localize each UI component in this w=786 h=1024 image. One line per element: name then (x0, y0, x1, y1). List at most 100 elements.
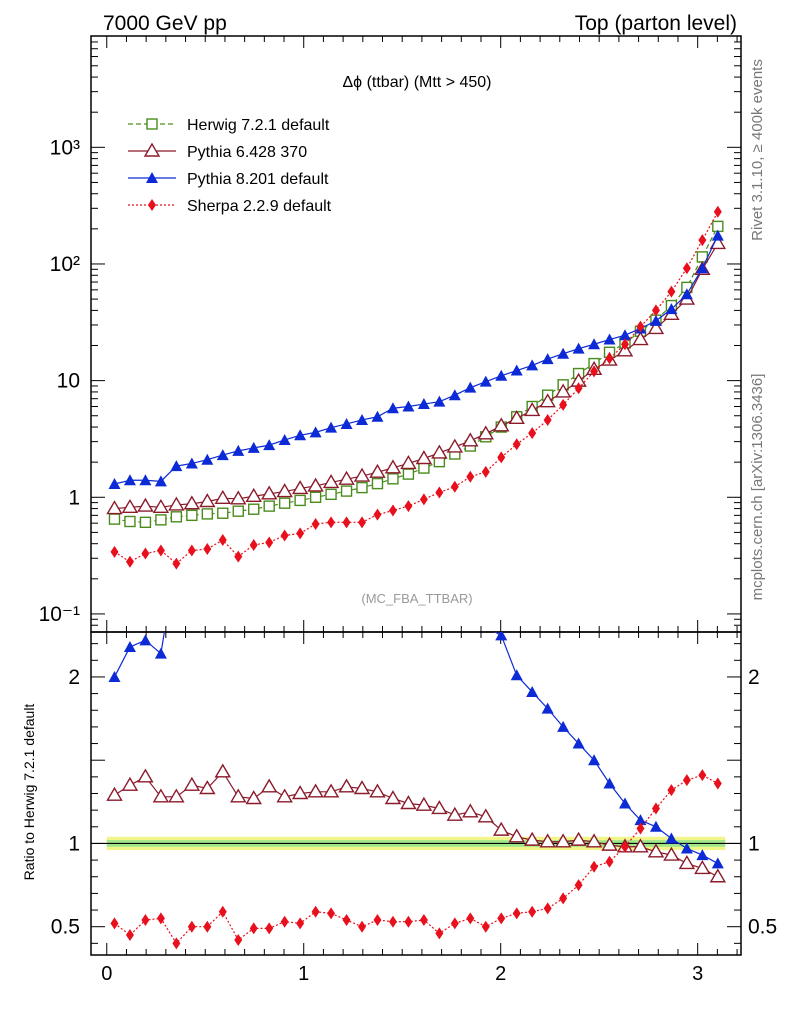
main-series-point-1 (121, 498, 139, 514)
main-series-point-3 (605, 352, 614, 365)
main-series-point-2 (680, 288, 693, 300)
main-series-point-2 (417, 398, 430, 410)
ratio-series-point-2 (156, 912, 165, 925)
main-series-point-1 (554, 383, 572, 398)
main-series-point-3 (125, 555, 134, 568)
x-tick-label: 0 (101, 963, 112, 985)
ratio-series-point-2 (388, 915, 397, 928)
main-series-line-3 (114, 211, 719, 565)
main-series-point-1 (384, 459, 402, 474)
main-series-point-2 (340, 417, 353, 429)
legend-label-0: Herwig 7.2.1 default (187, 117, 330, 134)
ratio-y-tick-label: 0.5 (51, 916, 80, 939)
main-series-point-0 (248, 503, 260, 515)
main-series-point-1 (431, 444, 448, 459)
ratio-series-point-0 (601, 836, 618, 851)
ratio-series-point-0 (554, 833, 572, 848)
main-series-point-1 (400, 455, 417, 470)
ratio-series-point-0 (106, 786, 123, 801)
ratio-series-point-2 (327, 907, 336, 920)
main-series-point-2 (386, 402, 399, 414)
main-series-point-3 (497, 451, 506, 464)
ratio-series-point-0 (678, 855, 696, 870)
ratio-series-point-0 (446, 806, 464, 821)
mcplots-label: mcplots.cern.ch [arXiv:1306.3436] (749, 374, 766, 601)
main-series-point-1 (276, 483, 293, 498)
main-series-point-1 (632, 331, 649, 346)
main-series-point-2 (309, 426, 322, 438)
main-series-point-2 (154, 475, 167, 487)
ratio-series-point-2 (342, 914, 351, 927)
ratio-series-point-0 (523, 831, 541, 846)
ratio-series-point-0 (245, 790, 262, 805)
ratio-series-point-2 (590, 860, 599, 873)
main-series-point-3 (311, 518, 320, 531)
main-panel: 10⁻¹ 1 10 10² 10³ (39, 35, 742, 633)
main-series-point-3 (280, 529, 289, 542)
ratio-y-tick-label: 1 (68, 832, 80, 855)
ratio-series-point-2 (466, 912, 475, 925)
main-series-point-2 (603, 333, 616, 345)
ratio-series-point-2 (621, 840, 630, 853)
main-series-point-2 (665, 303, 678, 315)
main-series-point-1 (260, 485, 278, 500)
main-series-point-1 (214, 489, 231, 505)
ratio-series-point-1 (696, 849, 709, 861)
ratio-series-point-0 (230, 788, 247, 803)
main-series-point-3 (713, 205, 722, 218)
main-series-point-3 (218, 534, 227, 547)
ratio-series-point-0 (493, 821, 510, 836)
ratio-series-point-2 (296, 917, 305, 930)
ratio-series-point-2 (512, 907, 521, 920)
ratio-series-point-2 (358, 920, 367, 933)
ratio-series-point-0 (183, 776, 201, 791)
ratio-series-point-2 (435, 927, 444, 940)
ratio-series-point-2 (528, 905, 537, 918)
main-series-line-2 (114, 235, 719, 485)
x-tick-label: 1 (298, 963, 309, 985)
main-series-point-2 (123, 474, 136, 486)
main-series-point-3 (682, 262, 691, 275)
main-series-point-2 (263, 439, 276, 451)
main-y-tick-label: 10³ (50, 136, 80, 159)
main-y-tick-label: 10² (50, 253, 80, 276)
main-series-point-1 (322, 474, 340, 489)
main-series-point-0 (124, 515, 136, 528)
main-series-point-3 (621, 338, 630, 351)
main-series-point-2 (201, 453, 214, 465)
ratio-series-point-0 (291, 785, 309, 800)
main-series-point-3 (203, 543, 212, 556)
ratio-series-point-2 (450, 917, 459, 930)
ratio-y-axis-label: Ratio to Herwig 7.2.1 default (21, 704, 37, 881)
main-series-point-0 (371, 477, 384, 490)
main-series-point-2 (541, 353, 554, 365)
main-series-point-0 (294, 494, 306, 507)
ratio-series-point-2 (203, 920, 212, 933)
ratio-series-point-1 (665, 832, 678, 844)
main-series-point-0 (278, 497, 291, 509)
main-series-point-1 (647, 320, 665, 335)
main-series-point-3 (512, 438, 521, 451)
ratio-series-point-2 (280, 915, 289, 928)
ratio-series-point-0 (369, 783, 386, 798)
ratio-series-point-0 (632, 838, 649, 853)
main-series-point-3 (450, 480, 459, 493)
main-chart-title: Δϕ (ttbar) (Mtt > 450) (342, 74, 491, 91)
main-series-point-3 (249, 538, 258, 551)
main-series-point-2 (479, 375, 492, 387)
ratio-series-point-2 (404, 915, 413, 928)
main-series-point-3 (265, 536, 274, 549)
rivet-label: Rivet 3.1.10, ≥ 400k events (749, 59, 766, 241)
main-series-point-0 (108, 513, 121, 525)
main-series-point-3 (172, 557, 181, 570)
main-series-point-2 (402, 400, 415, 412)
main-series-point-0 (139, 516, 152, 529)
legend-marker-3 (148, 199, 156, 211)
main-series-point-1 (307, 477, 324, 492)
analysis-watermark: (MC_FBA_TTBAR) (361, 591, 472, 606)
main-series-line-0 (114, 226, 719, 523)
main-series-point-2 (696, 262, 709, 274)
main-series-point-0 (217, 507, 229, 519)
main-series-point-2 (510, 364, 523, 376)
